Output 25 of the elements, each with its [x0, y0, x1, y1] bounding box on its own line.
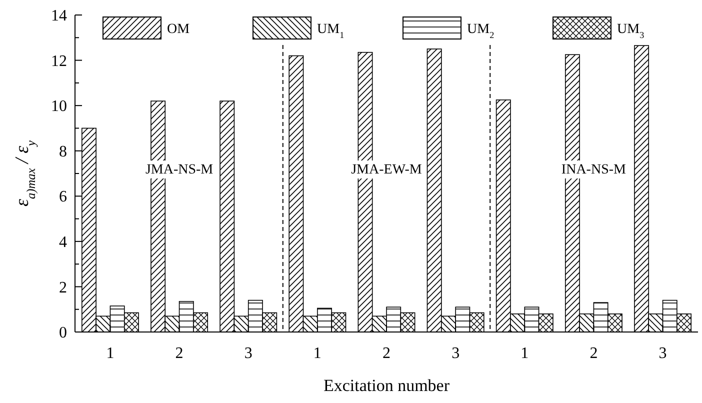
x-tick-label: 2	[175, 345, 184, 362]
y-tick-label: 10	[51, 98, 67, 116]
y-tick-label: 6	[59, 188, 67, 206]
y-tick-label: 8	[59, 143, 67, 160]
x-tick-label: 3	[658, 345, 667, 362]
y-tick-label: 14	[51, 8, 67, 25]
legend-label: UM$_{3}$	[617, 22, 645, 40]
annotation: JMA-NS-M	[145, 162, 214, 178]
x-tick-label: 2	[382, 345, 390, 362]
x-tick-label: 1	[106, 345, 114, 362]
x-tick-label: 1	[520, 345, 529, 362]
legend-label: UM$_{1}$	[317, 22, 344, 40]
x-tick-label: 3	[244, 345, 252, 362]
y-tick-label: 2	[59, 279, 67, 296]
x-tick-label: 3	[452, 345, 460, 362]
y-tick-label: 4	[59, 234, 67, 252]
x-tick-label: 1	[313, 345, 322, 362]
x-axis-title: Excitation number	[323, 376, 450, 395]
annotation: INA-NS-M	[561, 162, 627, 178]
legend-label: UM$_{2}$	[467, 22, 495, 40]
y-tick-label: 12	[51, 52, 67, 70]
y-tick-label: 0	[59, 324, 67, 342]
legend-label: OM	[167, 22, 190, 37]
annotation: JMA-EW-M	[351, 162, 422, 178]
x-tick-label: 2	[590, 345, 598, 362]
